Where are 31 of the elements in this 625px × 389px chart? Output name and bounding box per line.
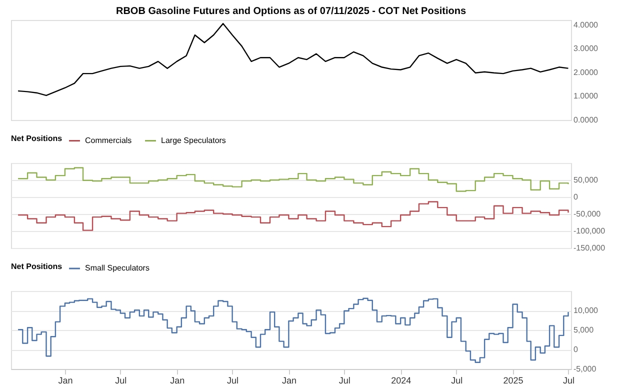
x-tick-label: Jul [338, 376, 350, 386]
y-tick-label: 1.0000 [574, 92, 599, 101]
y-tick-label: 0.0000 [574, 116, 599, 124]
legend-label: Commercials [85, 136, 132, 145]
x-tick-label: Jul [562, 376, 574, 386]
x-tick-label: Jan [282, 376, 296, 386]
y-tick-label: 0 [574, 192, 578, 202]
y-tick-label: 50,000 [574, 176, 599, 184]
x-tick-label: Jul [227, 376, 239, 386]
y-tick-label: -100,000 [574, 226, 606, 236]
x-tick-label: 2025 [503, 376, 524, 386]
x-tick-label: Jul [115, 376, 127, 386]
y-tick-label: -150,000 [574, 244, 606, 252]
y-tick-label: -5,000 [574, 364, 597, 374]
y-tick-label: 3.0000 [574, 44, 599, 54]
y-tick-label: -50,000 [574, 210, 602, 218]
legend-label: Small Speculators [85, 264, 150, 272]
x-tick-label: Jul [451, 376, 463, 386]
legend-title: Net Positions [11, 134, 63, 143]
legend-label: Large Speculators [161, 136, 226, 145]
line-series [17, 22, 569, 96]
x-tick-label: 2024 [391, 376, 412, 386]
y-tick-label: 0 [574, 345, 578, 354]
x-tick-label: Jan [170, 376, 185, 386]
y-tick-label: 10,000 [574, 306, 599, 315]
legend-title: Net Positions [11, 262, 63, 271]
y-tick-label: 4.0000 [574, 20, 599, 30]
chart-title: RBOB Gasoline Futures and Options as of 07/11/2025 - COT Net Positions [116, 6, 466, 17]
x-tick-label: Jan [58, 376, 73, 386]
y-tick-label: 5,000 [574, 326, 594, 334]
y-tick-label: 2.0000 [574, 68, 599, 77]
